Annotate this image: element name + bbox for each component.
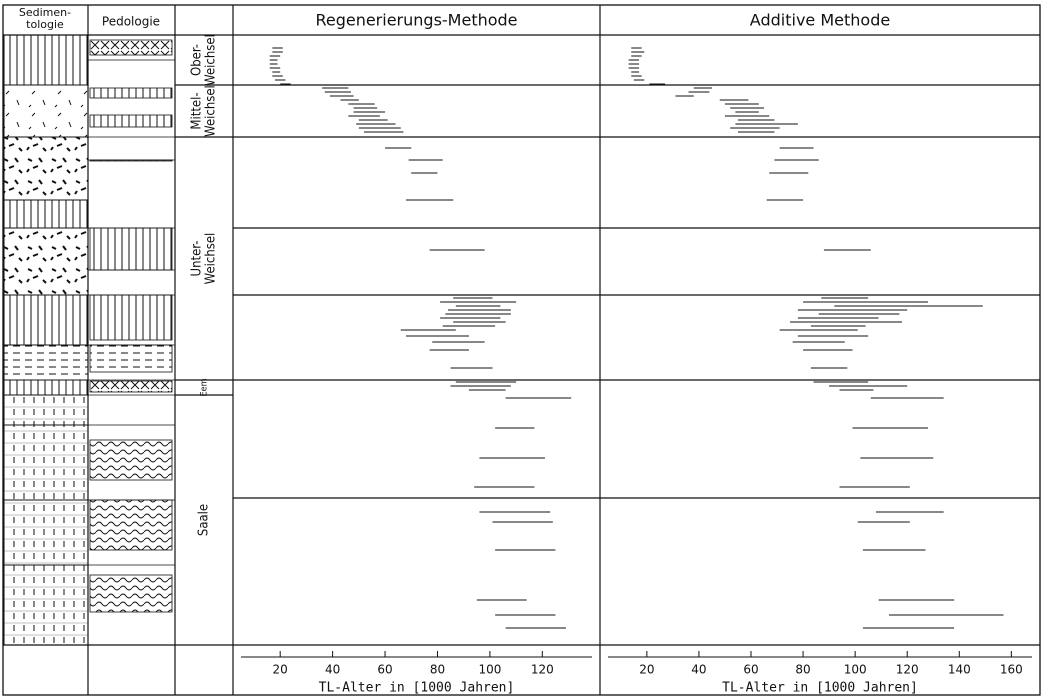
soil-layer xyxy=(89,294,173,341)
x-tick-label: 100 xyxy=(478,663,501,677)
sediment-layer xyxy=(3,499,89,566)
soil-layer xyxy=(89,227,173,271)
column-header: tologie xyxy=(26,18,64,31)
column-header: Pedologie xyxy=(102,15,160,29)
x-tick-label: 40 xyxy=(691,663,706,677)
soil-layer xyxy=(89,87,173,99)
soil-layer xyxy=(89,499,173,551)
x-tick-label: 80 xyxy=(795,663,810,677)
sediment-layer xyxy=(3,394,89,426)
soil-layer xyxy=(89,439,173,481)
sediment-layer xyxy=(3,294,89,346)
sediment-layer xyxy=(3,379,89,396)
soil-layer xyxy=(89,39,173,56)
soil-layer xyxy=(89,574,173,613)
soil-layer xyxy=(89,114,173,128)
x-tick-label: 100 xyxy=(844,663,867,677)
sediment-layer xyxy=(3,136,89,201)
x-tick-label: 120 xyxy=(531,663,554,677)
x-axis-label: TL-Alter in [1000 Jahren] xyxy=(722,681,918,696)
stratigraphy-label: Saale xyxy=(197,504,212,536)
x-tick-label: 20 xyxy=(273,663,288,677)
stratigraphy-label: Weichsel xyxy=(204,34,219,86)
outer-frame xyxy=(2,4,1041,696)
x-tick-label: 140 xyxy=(948,663,971,677)
x-tick-label: 120 xyxy=(896,663,919,677)
x-tick-label: 60 xyxy=(743,663,758,677)
sediment-layer xyxy=(3,227,89,296)
sediment-layer xyxy=(3,344,89,381)
stratigraphy-label: Ober- xyxy=(190,44,205,76)
stratigraphy-label: Weichsel xyxy=(204,85,219,137)
panel-title: Additive Methode xyxy=(750,11,890,30)
stratigraphy-label: Unter- xyxy=(190,241,205,277)
soil-layer xyxy=(89,344,173,373)
sediment-layer xyxy=(3,34,89,86)
panel-title: Regenerierungs-Methode xyxy=(315,11,517,30)
sediment-layer xyxy=(3,424,89,501)
x-tick-label: 40 xyxy=(325,663,340,677)
layout xyxy=(3,5,1040,695)
stratigraphy-label: Weichsel xyxy=(204,233,219,285)
x-tick-label: 160 xyxy=(1000,663,1023,677)
x-tick-label: 20 xyxy=(639,663,654,677)
x-tick-label: 80 xyxy=(430,663,445,677)
column-header: Sedimen- xyxy=(19,6,71,19)
sediment-layer xyxy=(3,84,89,138)
x-axis-label: TL-Alter in [1000 Jahren] xyxy=(319,681,515,696)
x-tick-label: 60 xyxy=(377,663,392,677)
stratigraphy-label: Mittel- xyxy=(190,92,205,129)
sediment-layer xyxy=(3,199,89,229)
soil-layer xyxy=(89,380,173,393)
sediment-layer xyxy=(3,564,89,646)
stratigraphy-label: Eem xyxy=(200,378,210,396)
